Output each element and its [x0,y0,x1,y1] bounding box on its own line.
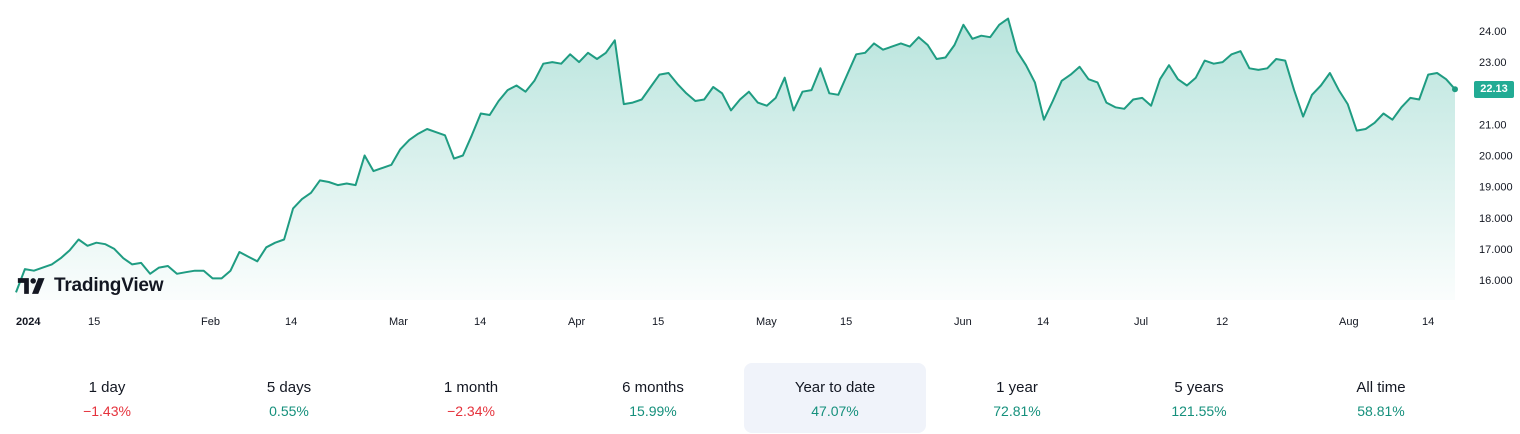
y-axis-label: 18.000 [1479,213,1513,225]
period-tab-5-days[interactable]: 5 days 0.55% [198,363,380,433]
x-axis-label: May [756,316,777,328]
x-axis-label: 14 [285,316,297,328]
x-axis-label: 15 [840,316,852,328]
period-tab-6-months[interactable]: 6 months 15.99% [562,363,744,433]
y-axis-label: 23.00 [1479,57,1507,69]
y-axis-label: 16.000 [1479,275,1513,287]
x-axis-label: 12 [1216,316,1228,328]
period-change-value: −1.43% [83,403,131,419]
period-label: All time [1356,379,1406,396]
period-change-value: 0.55% [269,403,309,419]
x-axis-label: Feb [201,316,220,328]
x-axis-label: Mar [389,316,408,328]
period-tab-year-to-date[interactable]: Year to date 47.07% [744,363,926,433]
period-change-value: 58.81% [1357,403,1405,419]
x-axis-label: 2024 [16,316,41,328]
period-label: Year to date [794,379,876,396]
period-label: 1 month [443,379,499,396]
x-axis-label: Aug [1339,316,1359,328]
period-label: 1 year [996,379,1038,396]
y-axis-label: 20.000 [1479,151,1513,163]
period-label: 5 days [266,379,312,396]
price-line [15,17,1456,293]
period-tab-1-month[interactable]: 1 month −2.34% [380,363,562,433]
tradingview-logo-icon [17,278,45,294]
period-label: 6 months [622,379,684,396]
period-tab-5-years[interactable]: 5 years 121.55% [1108,363,1290,433]
y-axis-label: 17.000 [1479,244,1513,256]
period-tab-1-day[interactable]: 1 day −1.43% [16,363,198,433]
price-chart[interactable]: 24.0023.0022.0021.0020.00019.00018.00017… [0,0,1520,345]
brand-name: TradingView [54,275,164,296]
period-tab-1-year[interactable]: 1 year 72.81% [926,363,1108,433]
period-tab-all-time[interactable]: All time 58.81% [1290,363,1472,433]
price-area-fill [16,18,1455,300]
tradingview-logo[interactable]: TradingView [16,273,164,299]
x-axis-label: Apr [568,316,585,328]
period-change-value: 15.99% [629,403,677,419]
price-chart-svg[interactable]: 24.0023.0022.0021.0020.00019.00018.00017… [0,0,1520,345]
x-axis-label: 14 [1422,316,1434,328]
last-price-badge: 22.13 [1474,81,1514,98]
x-axis-label: 14 [1037,316,1049,328]
x-axis-label: 15 [652,316,664,328]
period-change-value: 47.07% [811,403,859,419]
last-price-point [1452,86,1458,93]
x-axis-label: 15 [88,316,100,328]
period-change-value: 121.55% [1171,403,1227,419]
period-performance-bar: 1 day −1.43% 5 days 0.55% 1 month −2.34% 6 mon… [16,363,1516,433]
y-axis-label: 21.00 [1479,119,1507,131]
x-axis-label: 14 [474,316,486,328]
period-label: 5 years [1174,379,1224,396]
x-axis-label: Jul [1134,316,1148,328]
x-axis-label: Jun [954,316,972,328]
period-change-value: 72.81% [993,403,1041,419]
period-change-value: −2.34% [447,403,495,419]
y-axis-label: 24.00 [1479,26,1507,38]
y-axis-label: 19.000 [1479,182,1513,194]
period-label: 1 day [88,379,126,396]
